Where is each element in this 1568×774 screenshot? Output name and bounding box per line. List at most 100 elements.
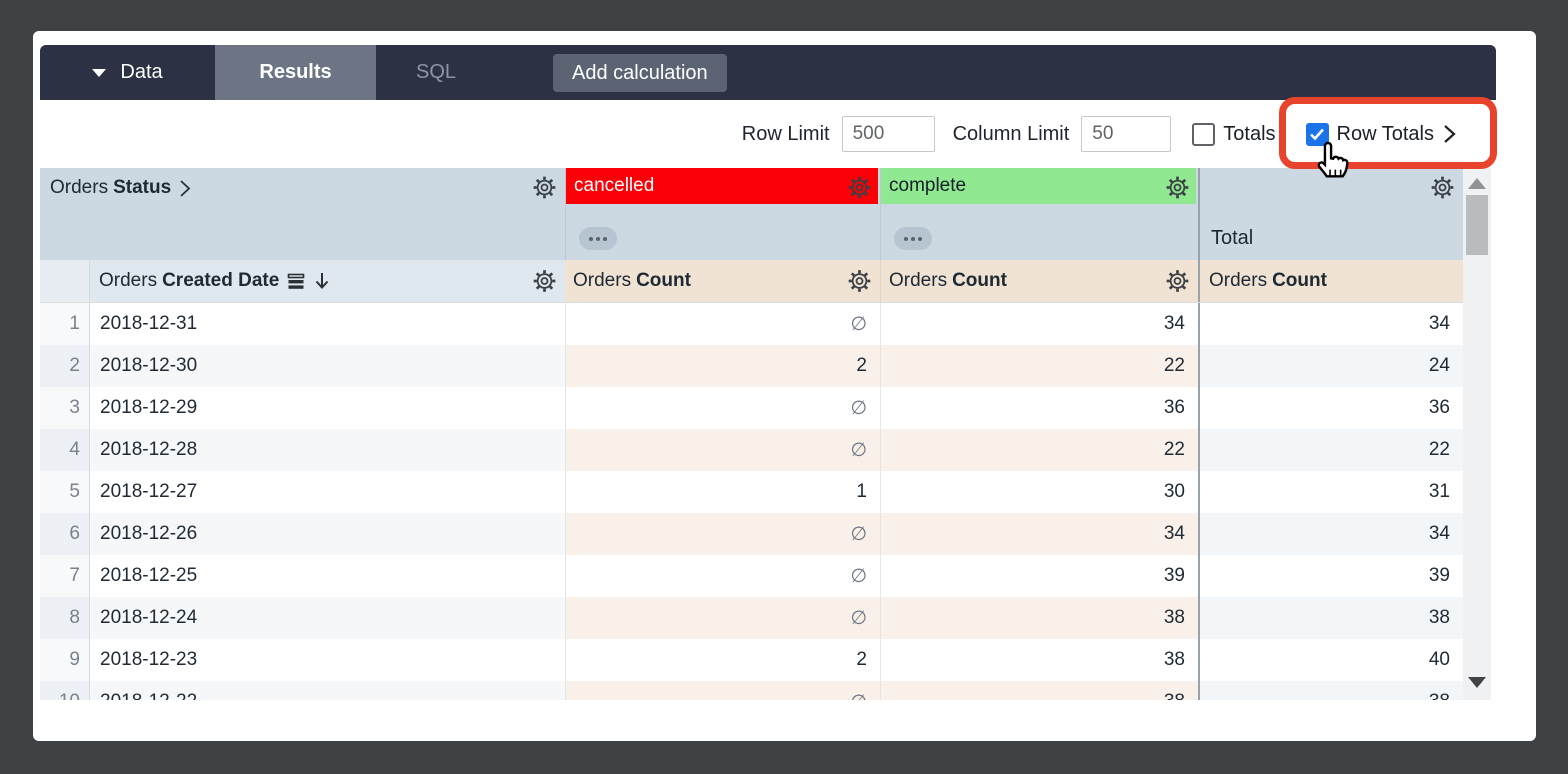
- cell-total[interactable]: 34: [1198, 303, 1463, 345]
- created-date-header[interactable]: Orders Created Date: [90, 260, 565, 302]
- cell-complete[interactable]: 38: [880, 639, 1198, 681]
- tab-results[interactable]: Results: [215, 45, 376, 100]
- table-row[interactable]: 6 2018-12-26 ∅ 34 34: [40, 513, 1463, 555]
- cell-cancelled[interactable]: ∅: [565, 681, 880, 700]
- cell-complete[interactable]: 34: [880, 303, 1198, 345]
- cell-cancelled[interactable]: ∅: [565, 555, 880, 597]
- row-date[interactable]: 2018-12-30: [90, 345, 565, 387]
- row-index: 4: [40, 429, 90, 471]
- gear-icon[interactable]: [532, 269, 557, 294]
- tab-sql-label: SQL: [415, 61, 457, 83]
- cell-complete[interactable]: 22: [880, 429, 1198, 471]
- cell-total[interactable]: 34: [1198, 513, 1463, 555]
- pivot-column-cancelled: cancelled: [565, 168, 880, 260]
- scroll-up-arrow[interactable]: [1468, 178, 1486, 189]
- row-date[interactable]: 2018-12-26: [90, 513, 565, 555]
- gear-icon[interactable]: [1430, 175, 1455, 200]
- row-index: 10: [40, 681, 90, 700]
- totals-label: Totals: [1223, 122, 1276, 145]
- pivot-dimension-label: Orders Status: [50, 177, 191, 199]
- row-date[interactable]: 2018-12-22: [90, 681, 565, 700]
- subtotal-icon: [287, 273, 305, 289]
- column-menu-button[interactable]: [579, 227, 617, 250]
- tab-results-label: Results: [259, 61, 332, 83]
- cell-total[interactable]: 38: [1198, 681, 1463, 700]
- row-date[interactable]: 2018-12-27: [90, 471, 565, 513]
- row-index: 5: [40, 471, 90, 513]
- scroll-down-arrow[interactable]: [1468, 677, 1486, 688]
- table-row[interactable]: 1 2018-12-31 ∅ 34 34: [40, 303, 1463, 345]
- cell-complete[interactable]: 34: [880, 513, 1198, 555]
- column-limit-input[interactable]: [1081, 116, 1172, 152]
- table-row[interactable]: 8 2018-12-24 ∅ 38 38: [40, 597, 1463, 639]
- cell-total[interactable]: 39: [1198, 555, 1463, 597]
- cell-total[interactable]: 22: [1198, 429, 1463, 471]
- sort-descending-icon[interactable]: [314, 271, 330, 291]
- tab-data[interactable]: Data: [40, 45, 215, 100]
- gear-icon[interactable]: [1165, 269, 1190, 294]
- row-date[interactable]: 2018-12-24: [90, 597, 565, 639]
- cell-complete[interactable]: 39: [880, 555, 1198, 597]
- gear-icon[interactable]: [847, 175, 872, 200]
- cell-cancelled[interactable]: ∅: [565, 429, 880, 471]
- table-row[interactable]: 5 2018-12-27 1 30 31: [40, 471, 1463, 513]
- cell-total[interactable]: 40: [1198, 639, 1463, 681]
- row-limit-input[interactable]: [841, 116, 935, 152]
- cell-complete[interactable]: 38: [880, 681, 1198, 700]
- cell-total[interactable]: 31: [1198, 471, 1463, 513]
- cell-cancelled[interactable]: 1: [565, 471, 880, 513]
- chevron-right-icon[interactable]: [1442, 123, 1457, 145]
- cell-cancelled[interactable]: 2: [565, 345, 880, 387]
- gear-icon[interactable]: [847, 269, 872, 294]
- cell-complete[interactable]: 30: [880, 471, 1198, 513]
- row-date[interactable]: 2018-12-25: [90, 555, 565, 597]
- totals-checkbox[interactable]: [1192, 122, 1216, 146]
- table-row[interactable]: 9 2018-12-23 2 38 40: [40, 639, 1463, 681]
- cell-total[interactable]: 24: [1198, 345, 1463, 387]
- row-date[interactable]: 2018-12-31: [90, 303, 565, 345]
- tab-data-label: Data: [120, 61, 163, 83]
- table-row[interactable]: 4 2018-12-28 ∅ 22 22: [40, 429, 1463, 471]
- cell-cancelled[interactable]: ∅: [565, 513, 880, 555]
- pivot-column-total: Total: [1198, 168, 1463, 260]
- count-header-cancelled[interactable]: Orders Count: [565, 260, 880, 302]
- row-totals-label: Row Totals: [1336, 122, 1434, 145]
- vertical-scrollbar[interactable]: [1463, 168, 1491, 700]
- gear-icon[interactable]: [1165, 175, 1190, 200]
- table-row[interactable]: 2 2018-12-30 2 22 24: [40, 345, 1463, 387]
- row-date[interactable]: 2018-12-28: [90, 429, 565, 471]
- count-header-total[interactable]: Orders Count: [1198, 260, 1463, 302]
- cell-cancelled[interactable]: ∅: [565, 303, 880, 345]
- scrollbar-thumb[interactable]: [1466, 195, 1488, 255]
- checkmark-icon: [1310, 128, 1325, 141]
- table-body: 1 2018-12-31 ∅ 34 34 2 2018-12-30 2 22 2…: [40, 303, 1463, 700]
- table-row[interactable]: 10 2018-12-22 ∅ 38 38: [40, 681, 1463, 700]
- cell-complete[interactable]: 22: [880, 345, 1198, 387]
- cell-total[interactable]: 36: [1198, 387, 1463, 429]
- field-header-row: Orders Created Date Orders Count Orders Cou…: [40, 260, 1463, 303]
- cell-complete[interactable]: 38: [880, 597, 1198, 639]
- column-menu-button[interactable]: [894, 227, 932, 250]
- row-date[interactable]: 2018-12-23: [90, 639, 565, 681]
- pivot-value-cancelled[interactable]: cancelled: [566, 168, 878, 204]
- pivot-value-complete[interactable]: complete: [881, 168, 1196, 204]
- cell-cancelled[interactable]: ∅: [565, 387, 880, 429]
- pivot-dimension-header[interactable]: Orders Status: [40, 168, 565, 260]
- results-table: Orders Status cancelled complete: [40, 168, 1463, 700]
- row-date[interactable]: 2018-12-29: [90, 387, 565, 429]
- add-calculation-button[interactable]: Add calculation: [553, 54, 727, 92]
- row-index: 7: [40, 555, 90, 597]
- gear-icon[interactable]: [532, 175, 557, 200]
- row-totals-checkbox[interactable]: [1305, 122, 1329, 146]
- table-row[interactable]: 3 2018-12-29 ∅ 36 36: [40, 387, 1463, 429]
- column-limit-label: Column Limit: [952, 122, 1070, 145]
- cell-cancelled[interactable]: 2: [565, 639, 880, 681]
- row-number-header: [40, 260, 90, 302]
- table-row[interactable]: 7 2018-12-25 ∅ 39 39: [40, 555, 1463, 597]
- count-header-complete[interactable]: Orders Count: [880, 260, 1198, 302]
- row-index: 2: [40, 345, 90, 387]
- cell-complete[interactable]: 36: [880, 387, 1198, 429]
- cell-cancelled[interactable]: ∅: [565, 597, 880, 639]
- cell-total[interactable]: 38: [1198, 597, 1463, 639]
- tab-sql[interactable]: SQL: [376, 45, 496, 100]
